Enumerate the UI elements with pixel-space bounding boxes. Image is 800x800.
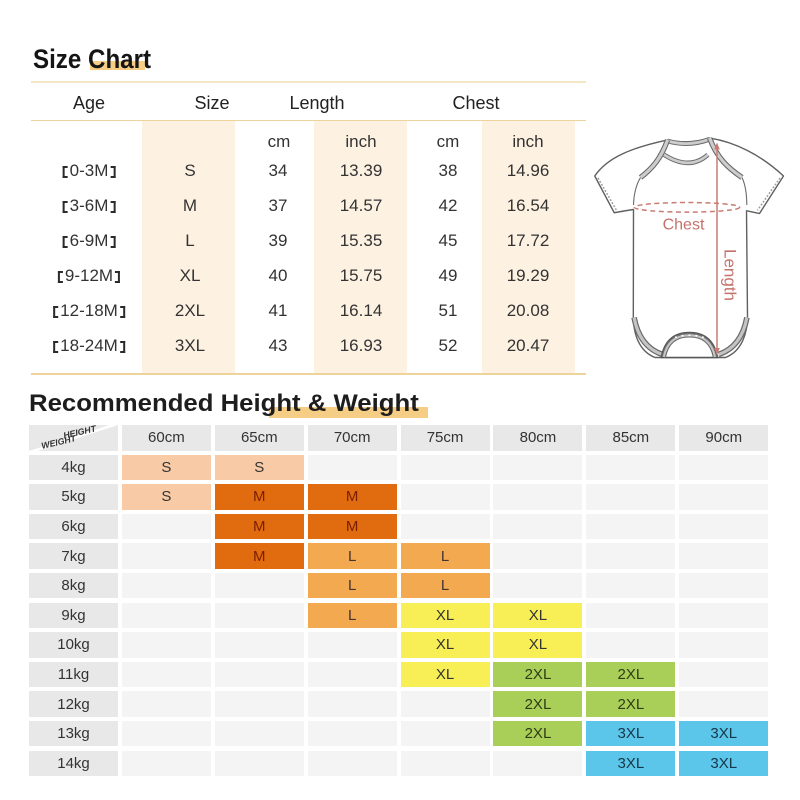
svg-text:Length: Length xyxy=(721,249,740,301)
svg-text:Chest: Chest xyxy=(663,217,705,234)
